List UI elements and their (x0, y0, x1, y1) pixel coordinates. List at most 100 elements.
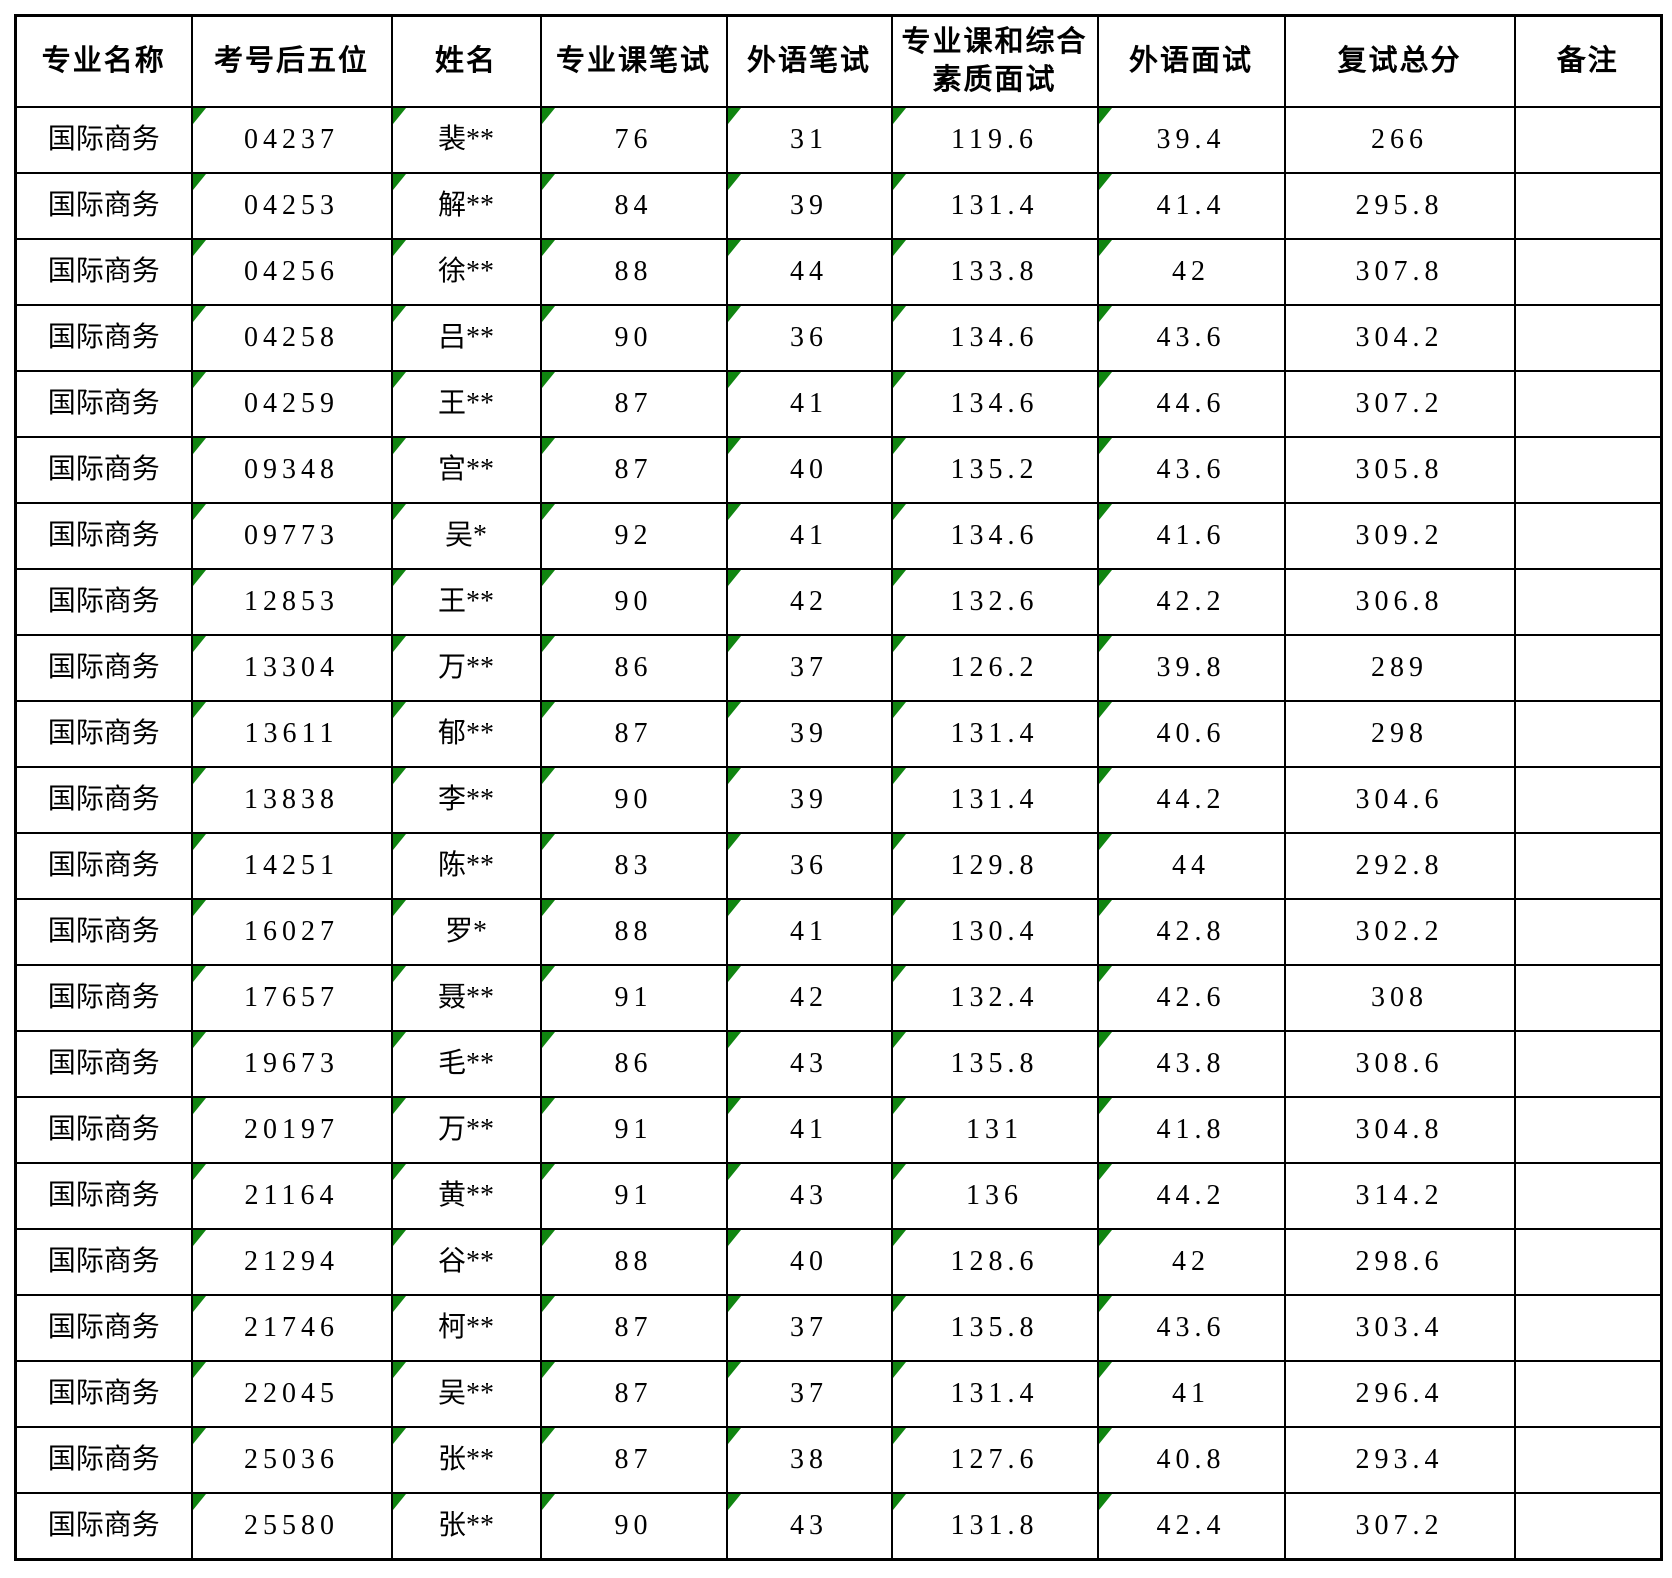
cell-text: 国际商务 (47, 1246, 160, 1277)
cell-major-interview: 135.8 (890, 1294, 1099, 1362)
cell-major: 国际商务 (14, 898, 193, 966)
text-as-number-indicator-icon (728, 1494, 741, 1510)
cell-foreign-interview: 41 (1096, 1360, 1286, 1428)
table-row: 国际商务 22045 吴** 87 37 131.4 41 296.4 (14, 1360, 1663, 1428)
cell-text: 119.6 (951, 124, 1038, 155)
cell-exam-no: 19673 (190, 1030, 393, 1098)
cell-name: 张** (390, 1492, 542, 1561)
text-as-number-indicator-icon (542, 637, 555, 652)
cell-text: 42 (790, 982, 828, 1013)
cell-text: 43 (790, 1048, 828, 1079)
cell-exam-no: 13304 (190, 634, 393, 702)
cell-text: 91 (614, 1114, 653, 1145)
col-header-remark: 备注 (1513, 14, 1663, 108)
cell-text: 83 (614, 850, 653, 881)
cell-exam-no: 14251 (190, 832, 393, 900)
cell-major-interview: 131 (890, 1096, 1099, 1164)
table-row: 国际商务 19673 毛** 86 43 135.8 43.8 308.6 (14, 1030, 1663, 1098)
text-as-number-indicator-icon (193, 835, 206, 850)
cell-remark (1513, 1096, 1663, 1164)
cell-remark (1513, 1228, 1663, 1296)
text-as-number-indicator-icon (542, 175, 555, 190)
text-as-number-indicator-icon (193, 1363, 206, 1378)
text-as-number-indicator-icon (542, 505, 555, 520)
cell-name: 裴** (390, 106, 542, 174)
cell-foreign-written: 43 (725, 1492, 893, 1561)
cell-major-written: 92 (539, 502, 728, 570)
cell-text: 谷** (437, 1246, 494, 1277)
cell-remark (1513, 1030, 1663, 1098)
table-row: 国际商务 14251 陈** 83 36 129.8 44 292.8 (14, 832, 1663, 900)
cell-total-score: 307.2 (1283, 1492, 1516, 1561)
cell-text: 李** (437, 784, 494, 815)
cell-remark (1513, 832, 1663, 900)
cell-major-written: 88 (539, 1228, 728, 1296)
cell-text: 裴** (437, 124, 494, 155)
cell-text: 90 (614, 784, 653, 815)
cell-foreign-interview: 44.6 (1096, 370, 1286, 438)
cell-remark (1513, 1360, 1663, 1428)
cell-text: 04259 (244, 388, 339, 419)
cell-exam-no: 13611 (190, 700, 393, 768)
text-as-number-indicator-icon (193, 967, 206, 982)
cell-remark (1513, 172, 1663, 240)
cell-text: 90 (614, 322, 653, 353)
cell-text: 43.6 (1156, 454, 1226, 485)
cell-total-score: 296.4 (1283, 1360, 1516, 1428)
text-as-number-indicator-icon (393, 109, 406, 124)
cell-text: 293.4 (1355, 1444, 1444, 1475)
cell-name: 柯** (390, 1294, 542, 1362)
cell-major-interview: 135.2 (890, 436, 1099, 504)
text-as-number-indicator-icon (1099, 1033, 1112, 1048)
cell-text: 20197 (244, 1114, 339, 1145)
text-as-number-indicator-icon (893, 1165, 906, 1180)
cell-name: 谷** (390, 1228, 542, 1296)
cell-text: 04256 (244, 256, 339, 287)
cell-name: 徐** (390, 238, 542, 306)
cell-text: 25036 (244, 1444, 339, 1475)
text-as-number-indicator-icon (393, 1363, 406, 1378)
text-as-number-indicator-icon (193, 175, 206, 190)
cell-remark (1513, 1294, 1663, 1362)
cell-total-score: 308 (1283, 964, 1516, 1032)
cell-text: 04237 (244, 124, 339, 155)
cell-major: 国际商务 (14, 766, 193, 834)
text-as-number-indicator-icon (728, 637, 741, 652)
text-as-number-indicator-icon (542, 1297, 555, 1312)
cell-exam-no: 21164 (190, 1162, 393, 1230)
cell-text: 42.2 (1156, 586, 1226, 617)
text-as-number-indicator-icon (1099, 241, 1112, 256)
text-as-number-indicator-icon (542, 1033, 555, 1048)
cell-text: 304.6 (1355, 784, 1444, 815)
cell-major-interview: 128.6 (890, 1228, 1099, 1296)
cell-major-interview: 130.4 (890, 898, 1099, 966)
text-as-number-indicator-icon (193, 703, 206, 718)
cell-total-score: 305.8 (1283, 436, 1516, 504)
cell-text: 43.8 (1156, 1048, 1226, 1079)
cell-major-interview: 131.4 (890, 700, 1099, 768)
cell-exam-no: 13838 (190, 766, 393, 834)
score-table: 专业名称 考号后五位 姓名 专业课笔试 外语笔试 专业课和综合 素质面试 外语面… (14, 14, 1663, 1561)
text-as-number-indicator-icon (193, 505, 206, 520)
cell-total-score: 292.8 (1283, 832, 1516, 900)
text-as-number-indicator-icon (893, 241, 906, 256)
text-as-number-indicator-icon (893, 901, 906, 916)
cell-major-interview: 135.8 (890, 1030, 1099, 1098)
cell-major: 国际商务 (14, 172, 193, 240)
cell-text: 国际商务 (47, 1444, 160, 1475)
text-as-number-indicator-icon (728, 1297, 741, 1312)
table-row: 国际商务 20197 万** 91 41 131 41.8 304.8 (14, 1096, 1663, 1164)
text-as-number-indicator-icon (193, 1429, 206, 1444)
table-row: 国际商务 13304 万** 86 37 126.2 39.8 289 (14, 634, 1663, 702)
cell-text: 21164 (244, 1180, 339, 1211)
cell-text: 302.2 (1355, 916, 1444, 947)
cell-text: 135.2 (950, 454, 1039, 485)
cell-text: 40 (790, 1246, 828, 1277)
cell-name: 黄** (390, 1162, 542, 1230)
cell-text: 306.8 (1355, 586, 1444, 617)
text-as-number-indicator-icon (193, 769, 206, 784)
cell-major-written: 90 (539, 568, 728, 636)
cell-foreign-interview: 43.6 (1096, 304, 1286, 372)
cell-text: 130.4 (950, 916, 1039, 947)
cell-name: 万** (390, 1096, 542, 1164)
